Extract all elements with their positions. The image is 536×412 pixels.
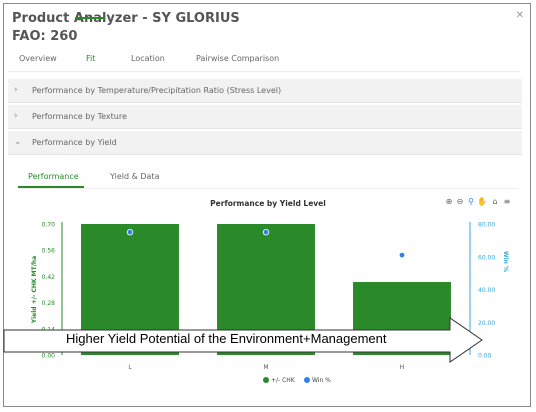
annotation-text: Higher Yield Potential of the Environmen… xyxy=(66,331,387,346)
accordion-texture[interactable]: › Performance by Texture xyxy=(8,105,522,129)
y-axis-title: Yield +/- CHK MT/ha xyxy=(31,256,38,324)
dialog-subtitle: FAO: 260 xyxy=(12,29,78,44)
tabs-divider xyxy=(8,71,520,72)
tab-fit[interactable]: Fit xyxy=(86,54,96,63)
active-subtab-indicator xyxy=(18,186,84,188)
chart-title: Performance by Yield Level xyxy=(210,199,326,208)
y-right-tick-label: 60.00 xyxy=(478,254,495,261)
legend-label-chk: +/- CHK xyxy=(271,377,296,384)
accordion-label: Performance by Temperature/Precipitation… xyxy=(32,86,282,95)
legend-label-win: Win % xyxy=(312,377,331,384)
accordion-stress-level[interactable]: › Performance by Temperature/Precipitati… xyxy=(8,79,522,103)
y-tick-label: 0.28 xyxy=(42,300,56,307)
search-icon[interactable]: ⚲ xyxy=(468,197,474,206)
chevron-right-icon: › xyxy=(14,111,18,121)
tab-overview[interactable]: Overview xyxy=(19,54,57,63)
dialog-title: Product Analyzer - SY GLORIUS xyxy=(12,11,240,26)
win-point xyxy=(126,228,134,236)
legend-marker-win xyxy=(304,377,310,383)
tab-performance[interactable]: Performance xyxy=(28,172,79,181)
chevron-right-icon: › xyxy=(14,85,18,95)
home-icon[interactable]: ⌂ xyxy=(492,197,498,206)
x-tick-label: L xyxy=(128,364,132,371)
chevron-down-icon: ⌄ xyxy=(14,137,22,147)
active-tab-indicator xyxy=(75,17,105,19)
win-point xyxy=(398,251,406,259)
tab-location[interactable]: Location xyxy=(131,54,165,63)
y-tick-label: 0.42 xyxy=(42,274,56,281)
menu-icon[interactable]: ≡ xyxy=(503,197,511,206)
annotation-arrow: Higher Yield Potential of the Environmen… xyxy=(3,317,483,363)
x-tick-label: M xyxy=(263,364,268,371)
subtabs-divider xyxy=(18,188,518,189)
win-point xyxy=(262,228,270,236)
accordion-label: Performance by Yield xyxy=(32,138,117,147)
y-right-tick-label: 0.00 xyxy=(478,353,492,360)
zoom-in-icon[interactable]: ⊕ xyxy=(445,197,453,206)
y-tick-label: 0.00 xyxy=(42,353,56,360)
y-tick-label: 0.70 xyxy=(42,222,56,229)
y-right-tick-label: 80.00 xyxy=(478,222,495,229)
y-right-tick-label: 20.00 xyxy=(478,320,495,327)
tab-yield-data[interactable]: Yield & Data xyxy=(110,172,160,181)
y-tick-label: 0.56 xyxy=(42,248,56,255)
y-right-axis-title: Win % xyxy=(502,251,509,272)
x-tick-label: H xyxy=(400,364,405,371)
legend-marker-chk xyxy=(263,377,269,383)
accordion-label: Performance by Texture xyxy=(32,112,127,121)
tab-pairwise-comparison[interactable]: Pairwise Comparison xyxy=(196,54,280,63)
accordion-yield[interactable]: ⌄ Performance by Yield xyxy=(8,131,522,155)
pan-hand-icon[interactable]: ✋ xyxy=(477,197,487,206)
close-icon[interactable]: ✕ xyxy=(515,10,524,21)
zoom-out-icon[interactable]: ⊖ xyxy=(456,197,464,206)
y-right-tick-label: 40.00 xyxy=(478,287,495,294)
